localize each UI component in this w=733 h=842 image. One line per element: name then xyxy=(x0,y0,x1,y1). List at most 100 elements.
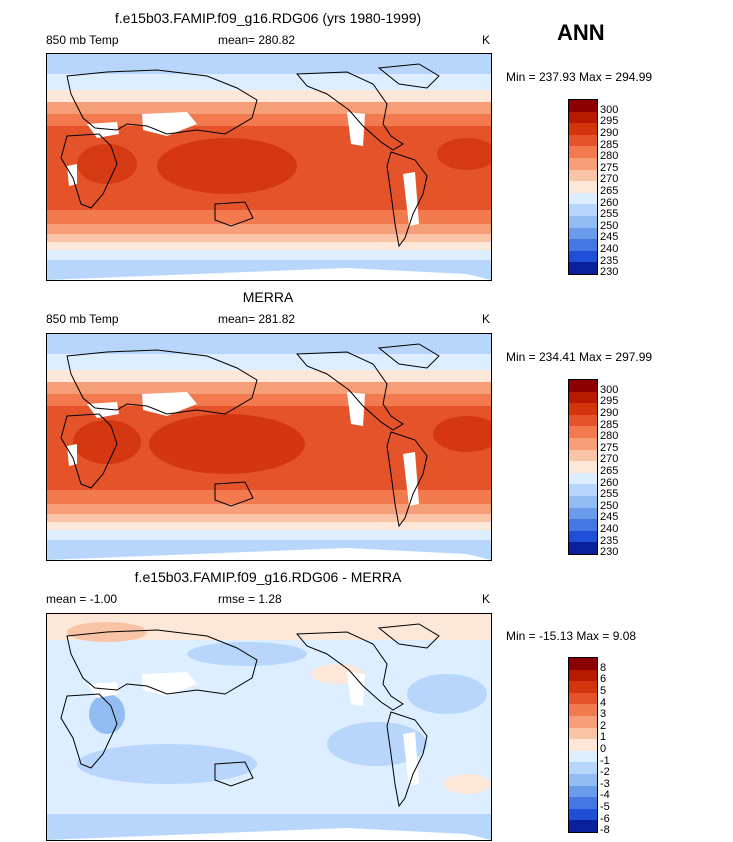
stat-label: mean= 280.82 xyxy=(218,33,296,47)
legend-tick-label: 300 xyxy=(600,103,619,116)
legend-tick-label: 4 xyxy=(600,696,607,709)
legend-tick-label: 280 xyxy=(600,430,619,443)
legend-swatch xyxy=(569,762,597,774)
legend-tick-label: 295 xyxy=(600,395,619,408)
legend-swatch xyxy=(569,495,597,508)
legend-swatch xyxy=(569,773,597,786)
legend-swatch xyxy=(569,134,597,147)
color-legend xyxy=(568,379,598,555)
units-label: K xyxy=(482,592,491,606)
legend-tick-label: -2 xyxy=(600,766,610,779)
legend-swatch xyxy=(569,123,597,135)
units-label: K xyxy=(482,33,491,47)
legend-swatch xyxy=(569,820,597,832)
legend-tick-label: 1 xyxy=(600,731,607,744)
panel-title: f.e15b03.FAMIP.f09_g16.RDG06 - MERRA xyxy=(134,569,402,585)
legend-tick-label: 235 xyxy=(600,254,619,267)
legend-swatch xyxy=(569,704,597,716)
legend-tick-label: 230 xyxy=(600,546,619,559)
legend-tick-label: 6 xyxy=(600,673,607,686)
legend-swatch xyxy=(569,403,597,415)
legend-tick-label: 250 xyxy=(600,499,619,512)
legend-swatch xyxy=(569,739,597,751)
legend-tick-label: 290 xyxy=(600,127,619,139)
legend-swatch xyxy=(569,181,597,193)
legend-tick-label: 260 xyxy=(600,196,619,209)
legend-swatch xyxy=(569,484,597,496)
variable-label: 850 mb Temp xyxy=(46,33,119,47)
legend-tick-label: -8 xyxy=(600,824,610,837)
range-label: Min = 237.93 Max = 294.99 xyxy=(506,70,653,84)
legend-tick-label: 2 xyxy=(600,719,607,732)
legend-tick-label: 270 xyxy=(600,173,619,186)
legend-swatch xyxy=(569,542,597,554)
legend-swatch xyxy=(569,239,597,251)
legend-swatch xyxy=(569,426,597,438)
legend-swatch xyxy=(569,250,597,263)
legend-tick-label: 255 xyxy=(600,488,619,501)
legend-swatch xyxy=(569,785,597,798)
legend-swatch xyxy=(569,414,597,427)
legend-tick-label: 265 xyxy=(600,465,619,477)
legend-tick-label: 245 xyxy=(600,231,619,244)
legend-swatch xyxy=(569,146,597,158)
legend-tick-label: 285 xyxy=(600,418,619,431)
legend-tick-label: 270 xyxy=(600,453,619,466)
legend-tick-label: 265 xyxy=(600,185,619,197)
variable-label: 850 mb Temp xyxy=(46,312,119,326)
range-label: Min = 234.41 Max = 297.99 xyxy=(506,350,653,364)
legend-swatch xyxy=(569,472,597,485)
legend-swatch xyxy=(569,681,597,693)
legend-tick-label: 290 xyxy=(600,407,619,419)
legend-swatch xyxy=(569,111,597,124)
legend-tick-label: 275 xyxy=(600,161,619,174)
legend-swatch xyxy=(569,437,597,450)
legend-tick-label: -6 xyxy=(600,812,610,825)
legend-swatch xyxy=(569,530,597,543)
legend-swatch xyxy=(569,169,597,182)
legend-swatch xyxy=(569,519,597,531)
mean-label: mean = -1.00 xyxy=(46,592,118,606)
panel-title: MERRA xyxy=(242,289,294,305)
legend-tick-label: 8 xyxy=(600,661,607,674)
legend-tick-label: 255 xyxy=(600,208,619,221)
legend-swatch xyxy=(569,461,597,473)
legend-tick-label: 260 xyxy=(600,476,619,489)
legend-swatch xyxy=(569,157,597,170)
legend-tick-label: 245 xyxy=(600,511,619,524)
legend-swatch xyxy=(569,658,597,670)
legend-tick-label: -1 xyxy=(600,754,610,767)
legend-swatch xyxy=(569,692,597,705)
color-legend xyxy=(568,657,598,833)
legend-tick-label: 235 xyxy=(600,534,619,547)
legend-swatch xyxy=(569,391,597,404)
legend-swatch xyxy=(569,204,597,216)
map-plot xyxy=(46,613,492,841)
legend-tick-label: 0 xyxy=(600,743,607,755)
season-label: ANN xyxy=(557,20,605,45)
legend-tick-label: 300 xyxy=(600,383,619,396)
legend-tick-label: 3 xyxy=(600,708,607,721)
legend-tick-label: 280 xyxy=(600,150,619,163)
legend-swatch xyxy=(569,715,597,728)
legend-swatch xyxy=(569,215,597,228)
legend-tick-label: 275 xyxy=(600,441,619,454)
legend-swatch xyxy=(569,262,597,274)
legend-swatch xyxy=(569,227,597,240)
map-plot xyxy=(46,53,492,281)
legend-swatch xyxy=(569,669,597,682)
legend-swatch xyxy=(569,192,597,205)
legend-tick-label: 250 xyxy=(600,219,619,232)
range-label: Min = -15.13 Max = 9.08 xyxy=(506,629,637,643)
legend-tick-label: 240 xyxy=(600,523,619,535)
legend-swatch xyxy=(569,100,597,112)
legend-tick-label: 285 xyxy=(600,138,619,151)
color-legend xyxy=(568,99,598,275)
legend-swatch xyxy=(569,507,597,520)
legend-swatch xyxy=(569,797,597,809)
legend-swatch xyxy=(569,380,597,392)
legend-tick-label: -5 xyxy=(600,801,610,813)
legend-swatch xyxy=(569,727,597,740)
units-label: K xyxy=(482,312,491,326)
legend-tick-label: 230 xyxy=(600,266,619,279)
